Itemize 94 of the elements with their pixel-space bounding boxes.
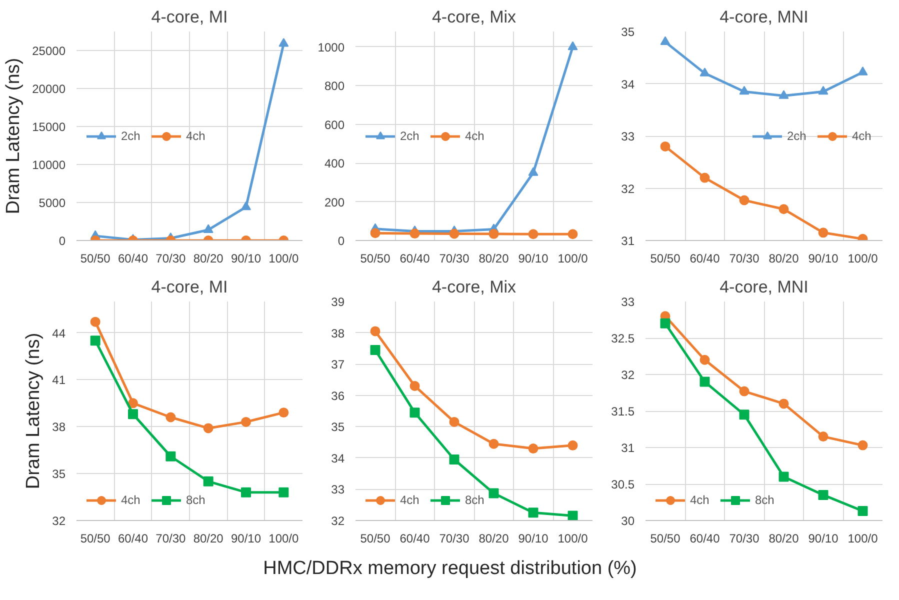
y-tick-label: 33 bbox=[621, 295, 635, 309]
legend-label: 2ch bbox=[400, 128, 420, 142]
x-tick-label: 70/30 bbox=[156, 252, 186, 266]
x-tick-label: 100/0 bbox=[848, 252, 878, 266]
chart-title: 4-core, MI bbox=[151, 8, 228, 26]
y-tick-label: 10000 bbox=[32, 158, 66, 172]
chart-title: 4-core, MI bbox=[151, 278, 228, 296]
x-tick-label: 80/20 bbox=[768, 252, 800, 266]
x-tick-label: 80/20 bbox=[193, 252, 224, 266]
y-tick-label: 34 bbox=[621, 77, 635, 92]
x-tick-label: 60/40 bbox=[690, 252, 720, 266]
y-tick-label: 31 bbox=[621, 234, 635, 248]
y-tick-label: 1000 bbox=[318, 40, 345, 54]
chart-title: 4-core, MNI bbox=[720, 278, 808, 296]
x-tick-label: 100/0 bbox=[268, 532, 300, 546]
y-axis-title: Dram Latency (ns) bbox=[3, 58, 24, 214]
x-tick-label: 90/10 bbox=[518, 252, 549, 266]
y-tick-label: 31.5 bbox=[611, 404, 635, 418]
legend-label: 8ch bbox=[186, 493, 206, 507]
y-tick-label: 39 bbox=[331, 295, 345, 309]
y-tick-label: 15000 bbox=[32, 120, 66, 134]
x-tick-label: 100/0 bbox=[268, 252, 300, 266]
y-tick-label: 20000 bbox=[32, 82, 66, 96]
x-tick-label: 60/40 bbox=[690, 532, 720, 546]
legend-label: 8ch bbox=[755, 493, 775, 507]
legend-label: 4ch bbox=[690, 493, 710, 507]
x-tick-label: 80/20 bbox=[193, 532, 224, 546]
x-tick-label: 60/40 bbox=[400, 252, 430, 266]
y-tick-label: 36 bbox=[331, 388, 345, 403]
y-tick-label: 41 bbox=[52, 373, 66, 388]
y-tick-label: 31 bbox=[621, 441, 635, 455]
x-tick-label: 50/50 bbox=[80, 252, 111, 266]
x-tick-label: 70/30 bbox=[439, 252, 470, 266]
legend-label: 4ch bbox=[852, 128, 872, 142]
x-tick-label: 70/30 bbox=[439, 532, 470, 546]
y-tick-label: 600 bbox=[324, 118, 345, 132]
x-tick-label: 50/50 bbox=[360, 532, 391, 546]
y-tick-label: 44 bbox=[52, 326, 66, 340]
x-tick-label: 70/30 bbox=[729, 532, 760, 546]
chart-title: 4-core, Mix bbox=[432, 278, 517, 296]
y-tick-label: 32 bbox=[621, 182, 635, 196]
y-tick-label: 35 bbox=[52, 467, 66, 482]
x-tick-label: 50/50 bbox=[360, 252, 391, 266]
x-tick-label: 90/10 bbox=[230, 532, 262, 546]
x-tick-label: 50/50 bbox=[80, 532, 111, 546]
x-tick-label: 100/0 bbox=[558, 252, 588, 266]
legend-label: 4ch bbox=[121, 493, 141, 507]
x-tick-label: 100/0 bbox=[558, 532, 588, 546]
y-tick-label: 25000 bbox=[32, 44, 66, 58]
x-tick-label: 90/10 bbox=[808, 532, 839, 546]
legend-label: 2ch bbox=[787, 128, 807, 142]
x-tick-label: 50/50 bbox=[650, 252, 681, 266]
x-tick-label: 60/40 bbox=[118, 252, 148, 266]
y-tick-label: 0 bbox=[58, 234, 66, 248]
y-tick-label: 35 bbox=[621, 25, 635, 39]
y-tick-label: 33 bbox=[621, 130, 635, 144]
legend-label: 4ch bbox=[400, 493, 420, 507]
y-tick-label: 5000 bbox=[38, 196, 66, 210]
y-tick-label: 400 bbox=[324, 156, 345, 171]
y-tick-label: 37 bbox=[331, 358, 345, 372]
y-tick-label: 32 bbox=[52, 514, 66, 528]
y-tick-label: 32 bbox=[331, 514, 345, 528]
y-tick-label: 34 bbox=[331, 451, 345, 466]
y-tick-label: 30.5 bbox=[611, 478, 635, 492]
y-tick-label: 800 bbox=[324, 79, 345, 94]
x-tick-label: 70/30 bbox=[729, 252, 760, 266]
x-tick-label: 90/10 bbox=[518, 532, 549, 546]
y-tick-label: 32.5 bbox=[611, 332, 635, 346]
x-tick-label: 60/40 bbox=[400, 532, 430, 546]
x-tick-label: 80/20 bbox=[768, 532, 800, 546]
x-tick-label: 90/10 bbox=[808, 252, 839, 266]
x-tick-label: 50/50 bbox=[650, 532, 681, 546]
y-tick-label: 35 bbox=[331, 420, 345, 434]
y-tick-label: 200 bbox=[324, 195, 345, 210]
x-tick-label: 80/20 bbox=[478, 532, 510, 546]
y-axis-title: Dram Latency (ns) bbox=[23, 332, 44, 490]
x-tick-label: 60/40 bbox=[118, 532, 148, 546]
x-tick-label: 100/0 bbox=[848, 532, 878, 546]
x-tick-label: 90/10 bbox=[230, 252, 262, 266]
chart-title: 4-core, MNI bbox=[720, 8, 808, 26]
y-tick-label: 30 bbox=[621, 514, 635, 528]
y-tick-label: 0 bbox=[338, 234, 345, 248]
legend-label: 4ch bbox=[186, 128, 206, 142]
chart-title: 4-core, Mix bbox=[432, 8, 517, 26]
y-tick-label: 38 bbox=[331, 326, 345, 340]
y-tick-label: 32 bbox=[621, 368, 635, 382]
y-tick-label: 38 bbox=[52, 420, 66, 434]
legend-label: 8ch bbox=[465, 493, 485, 507]
legend-label: 2ch bbox=[121, 128, 141, 142]
legend-label: 4ch bbox=[465, 128, 485, 142]
x-axis-title: HMC/DDRx memory request distribution (%) bbox=[263, 557, 637, 581]
x-tick-label: 80/20 bbox=[478, 252, 510, 266]
y-tick-label: 33 bbox=[331, 482, 345, 497]
x-tick-label: 70/30 bbox=[156, 532, 186, 546]
